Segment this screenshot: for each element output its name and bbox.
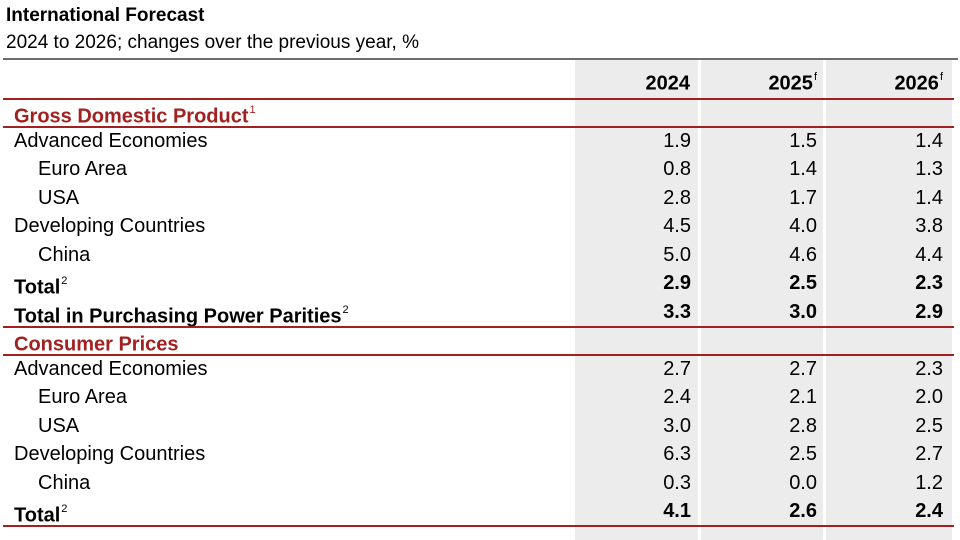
row-label: Advanced Economies: [14, 357, 208, 380]
cell-2024: 4.5: [663, 215, 691, 237]
section-header-gdp: Gross Domestic Product1: [3, 98, 954, 128]
cell-2024: 2.9: [663, 272, 691, 294]
cell-2024: 2.4: [663, 386, 691, 408]
column-shade-2026: [826, 60, 952, 540]
cell-2026: 2.0: [915, 386, 943, 408]
column-header-2025: 2025f: [768, 71, 817, 95]
table-subtitle: 2024 to 2026; changes over the previous …: [6, 32, 419, 53]
table-row: Euro Area 2.4 2.1 2.0: [6, 383, 950, 412]
cell-2025: 2.5: [789, 443, 817, 465]
cell-2025: 4.6: [789, 243, 817, 266]
table-row: Advanced Economies 1.9 1.5 1.4: [6, 127, 950, 156]
cell-2024: 4.1: [663, 500, 691, 522]
cell-2026: 2.5: [915, 414, 943, 437]
cell-2025: 2.7: [789, 357, 817, 380]
table-row: Euro Area 0.8 1.4 1.3: [6, 155, 950, 184]
cell-2026: 1.4: [915, 186, 943, 209]
row-label: Total in Purchasing Power Parities2: [14, 303, 349, 328]
cell-2025: 2.6: [789, 500, 817, 522]
row-label: USA: [38, 414, 80, 437]
cell-2025: 3.0: [789, 300, 817, 323]
cell-2025: 0.0: [789, 471, 817, 494]
cell-2024: 0.3: [663, 471, 691, 494]
table-row: USA 2.8 1.7 1.4: [6, 184, 950, 213]
cell-2026: 1.2: [915, 471, 943, 494]
row-label: Advanced Economies: [14, 129, 208, 152]
cell-2026: 2.7: [915, 443, 943, 465]
table-row: USA 3.0 2.8 2.5: [6, 412, 950, 441]
row-label: Total2: [14, 503, 68, 527]
section-label: Gross Domestic Product1: [14, 104, 256, 128]
cell-2026: 4.4: [915, 243, 943, 266]
cell-2024: 3.3: [663, 300, 691, 323]
cell-2025: 2.5: [789, 272, 817, 294]
table-row: China 0.3 0.0 1.2: [6, 469, 950, 498]
table-bottom-divider: [3, 524, 954, 527]
table-row-total-ppp: Total in Purchasing Power Parities2 3.3 …: [6, 298, 950, 328]
cell-2024: 2.7: [663, 357, 691, 380]
table-row: Advanced Economies 2.7 2.7 2.3: [6, 355, 950, 384]
table-row: Developing Countries 4.5 4.0 3.8: [6, 212, 950, 241]
cell-2026: 2.3: [915, 357, 943, 380]
row-label: USA: [38, 186, 80, 209]
row-label: Total2: [14, 275, 68, 299]
row-label: China: [38, 243, 91, 266]
cell-2025: 4.0: [789, 215, 817, 237]
cell-2024: 1.9: [663, 129, 691, 152]
cell-2025: 2.8: [789, 414, 817, 437]
cell-2026: 2.4: [915, 500, 943, 522]
table-row: Developing Countries 6.3 2.5 2.7: [6, 440, 950, 469]
section-divider: [3, 326, 954, 328]
cell-2025: 1.5: [789, 129, 817, 152]
row-label: Developing Countries: [14, 443, 206, 465]
cell-2025: 1.7: [789, 186, 817, 209]
top-divider: [3, 58, 958, 60]
cell-2026: 2.3: [915, 272, 943, 294]
row-label: China: [38, 471, 91, 494]
cell-2025: 1.4: [789, 158, 817, 180]
section-divider: [3, 353, 954, 356]
cell-2024: 5.0: [663, 243, 691, 266]
cell-2024: 0.8: [663, 158, 691, 180]
cell-2025: 2.1: [789, 386, 817, 408]
section-divider: [3, 125, 954, 128]
cell-2024: 2.8: [663, 186, 691, 209]
cell-2026: 2.9: [915, 300, 943, 323]
cell-2026: 1.4: [915, 129, 943, 152]
row-label: Developing Countries: [14, 215, 206, 237]
table-title: International Forecast: [6, 5, 205, 26]
cell-2024: 3.0: [663, 414, 691, 437]
row-label: Euro Area: [38, 386, 127, 408]
section-divider: [3, 98, 954, 100]
section-label: Consumer Prices: [14, 333, 179, 356]
table-row-total: Total2 2.9 2.5 2.3: [6, 269, 950, 299]
table-row-total: Total2 4.1 2.6 2.4: [3, 497, 954, 527]
row-label: Euro Area: [38, 158, 127, 180]
column-header-2024: 2024: [645, 72, 691, 95]
cell-2026: 1.3: [915, 158, 943, 180]
cell-2026: 3.8: [915, 215, 943, 237]
header-row: 2024 2025f 2026f: [6, 60, 950, 98]
forecast-table: 2024 2025f 2026f Gross Domestic Product1…: [3, 60, 954, 527]
table-row: China 5.0 4.6 4.4: [6, 241, 950, 270]
cell-2024: 6.3: [663, 443, 691, 465]
column-header-2026: 2026f: [894, 71, 943, 95]
section-header-consumer-prices: Consumer Prices: [3, 326, 954, 356]
column-shade-2024: [575, 60, 698, 540]
column-shade-2025: [701, 60, 823, 540]
